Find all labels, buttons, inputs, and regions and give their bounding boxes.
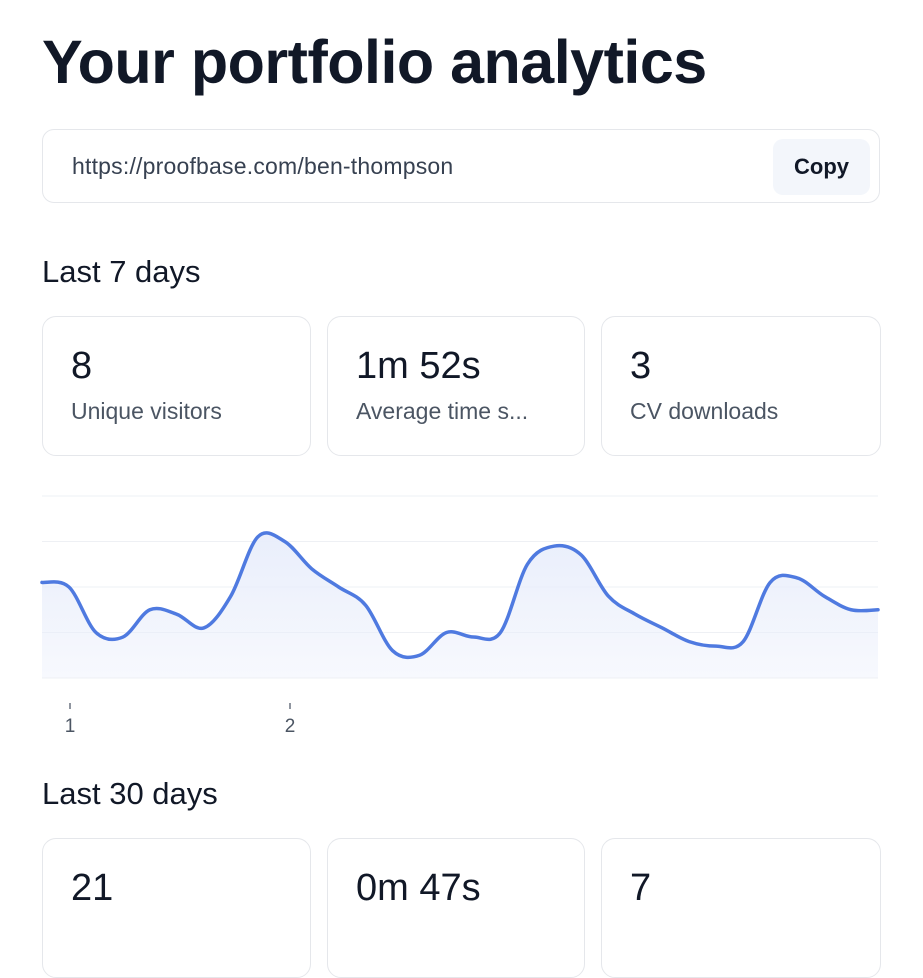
stat-card-average-time-7d: 1m 52s Average time s... [327,316,585,456]
stat-value: 1m 52s [356,345,481,387]
last-7-days-heading: Last 7 days [42,254,201,289]
stat-value: 0m 47s [356,867,481,909]
portfolio-url-text[interactable]: https://proofbase.com/ben-thompson [72,153,454,179]
stat-card-cv-downloads-7d: 3 CV downloads [601,316,881,456]
stat-card-unique-visitors-30d: 21 [42,838,311,978]
stat-card-cv-downloads-30d: 7 [601,838,881,978]
copy-url-button[interactable]: Copy [773,139,870,195]
stat-value: 8 [71,345,93,387]
stat-card-average-time-30d: 0m 47s [327,838,585,978]
chart-series-line [40,531,880,660]
page-title: Your portfolio analytics [42,28,707,96]
last-30-days-heading: Last 30 days [42,776,218,811]
chart-area-fill [42,532,878,678]
chart-x-tick-label: 2 [285,716,296,737]
stat-value: 3 [630,345,652,387]
stat-card-unique-visitors-7d: 8 Unique visitors [42,316,311,456]
stat-label: CV downloads [630,398,779,424]
chart-x-tick-label: 1 [65,716,76,737]
stat-label: Average time s... [356,398,529,424]
stat-label: Unique visitors [71,398,222,424]
stat-value: 21 [71,867,114,909]
portfolio-url-field: https://proofbase.com/ben-thompson Copy [42,129,880,203]
stat-value: 7 [630,867,652,909]
